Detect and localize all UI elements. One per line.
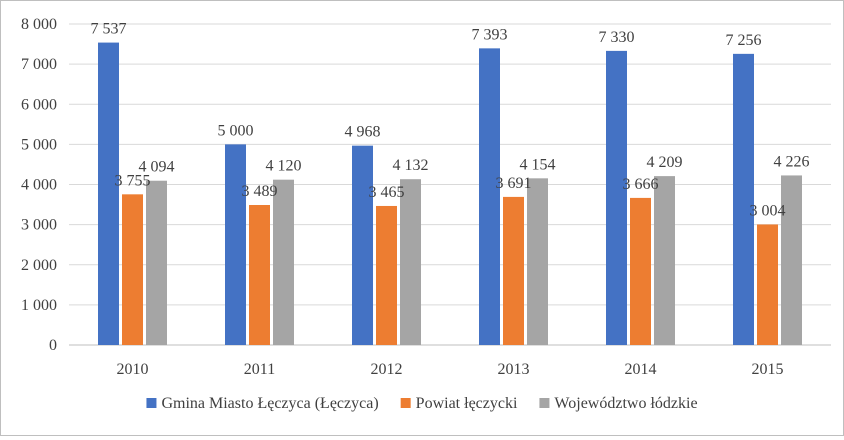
data-label: 4 209 — [647, 154, 683, 171]
x-axis-tick-labels: 2010 2011 2012 2013 2014 2015 — [117, 361, 784, 378]
data-label: 7 393 — [472, 26, 508, 43]
legend: Gmina Miasto Łęczyca (Łęczyca) Powiat łęc… — [146, 395, 698, 412]
y-tick-label: 2 000 — [21, 257, 57, 274]
bar-wojewodztwo-2012 — [400, 179, 421, 345]
bar-powiat-2013 — [503, 196, 524, 345]
data-label: 3 666 — [623, 176, 659, 193]
bar-wojewodztwo-2015 — [781, 175, 802, 345]
y-axis-tick-labels: 0 1 000 2 000 3 000 4 000 5 000 6 000 7 000 8 00… — [21, 16, 57, 354]
bar-gmina-2014 — [606, 50, 627, 345]
legend-swatch — [146, 398, 157, 408]
x-tick-label: 2014 — [625, 361, 657, 378]
legend-label: Województwo łódzkie — [554, 395, 697, 412]
bar-powiat-2011 — [249, 205, 270, 345]
data-label: 3 755 — [115, 172, 151, 189]
data-label: 4 154 — [520, 156, 556, 173]
bar-powiat-2010 — [122, 194, 143, 345]
legend-swatch — [539, 398, 550, 408]
x-tick-label: 2013 — [498, 361, 530, 378]
bar-gmina-2011 — [225, 144, 246, 345]
x-tick-label: 2010 — [117, 361, 149, 378]
data-label: 4 120 — [266, 158, 302, 175]
bar-powiat-2012 — [376, 205, 397, 345]
bar-wojewodztwo-2011 — [273, 179, 294, 345]
legend-label: Gmina Miasto Łęczyca (Łęczyca) — [161, 395, 378, 412]
bar-wojewodztwo-2013 — [527, 178, 548, 345]
data-label: 4 226 — [774, 153, 810, 170]
bar-gmina-2010 — [98, 42, 119, 345]
y-tick-label: 3 000 — [21, 217, 57, 234]
data-label: 4 094 — [139, 159, 175, 176]
data-label: 7 256 — [726, 32, 762, 49]
y-tick-label: 1 000 — [21, 297, 57, 314]
data-label: 3 489 — [242, 183, 278, 200]
bar-wojewodztwo-2010 — [146, 180, 167, 345]
data-label: 4 968 — [345, 124, 381, 141]
data-label: 5 000 — [218, 122, 254, 139]
y-tick-label: 5 000 — [21, 136, 57, 153]
bar-gmina-2015 — [733, 53, 754, 346]
x-tick-label: 2015 — [752, 361, 784, 378]
data-label: 3 691 — [496, 175, 532, 192]
legend-label: Powiat łęczycki — [416, 395, 518, 412]
gridlines — [69, 23, 831, 346]
y-tick-label: 7 000 — [21, 56, 57, 73]
bars — [98, 42, 802, 346]
data-label: 4 132 — [393, 157, 429, 174]
bar-gmina-2013 — [479, 48, 500, 346]
data-label: 7 537 — [91, 21, 127, 38]
y-tick-label: 4 000 — [21, 177, 57, 194]
y-tick-label: 8 000 — [21, 16, 57, 33]
bar-wojewodztwo-2014 — [654, 176, 675, 345]
data-label: 3 465 — [369, 184, 405, 201]
bar-powiat-2014 — [630, 197, 651, 345]
bar-gmina-2012 — [352, 145, 373, 345]
x-tick-label: 2011 — [244, 361, 275, 378]
y-tick-label: 0 — [49, 337, 57, 354]
bar-powiat-2015 — [757, 224, 778, 345]
data-label: 7 330 — [599, 29, 635, 46]
legend-swatch — [400, 398, 411, 408]
data-label: 3 004 — [750, 202, 786, 219]
y-tick-label: 6 000 — [21, 96, 57, 113]
x-tick-label: 2012 — [371, 361, 403, 378]
